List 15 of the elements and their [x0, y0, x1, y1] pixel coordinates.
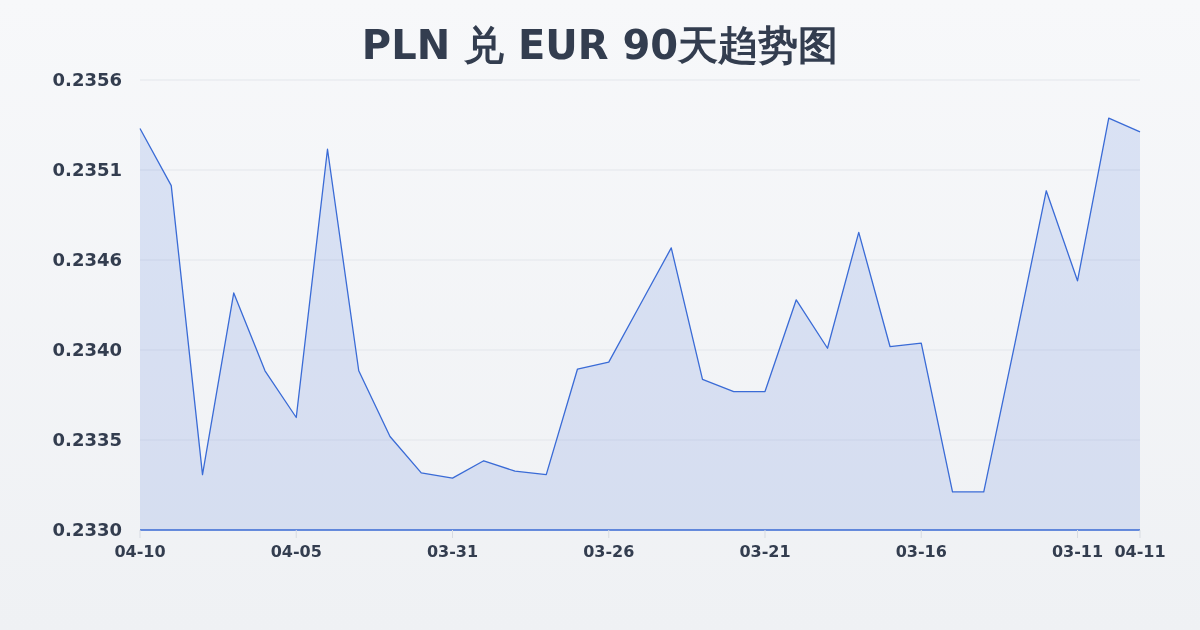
- chart-title: PLN 兑 EUR 90天趋势图: [361, 22, 839, 68]
- y-tick-label: 0.2340: [52, 339, 122, 361]
- y-tick-label: 0.2330: [52, 519, 122, 541]
- x-tick-label: 03-16: [895, 542, 947, 562]
- y-tick-label: 0.2356: [52, 69, 122, 91]
- x-tick-label: 03-26: [583, 542, 635, 562]
- x-tick-label: 03-21: [739, 542, 791, 562]
- y-tick-label: 0.2351: [52, 159, 122, 181]
- y-tick-label: 0.2346: [52, 249, 122, 271]
- x-tick-label: 04-10: [114, 542, 166, 562]
- x-tick-label: 03-31: [426, 542, 479, 562]
- y-tick-label: 0.2335: [52, 429, 122, 451]
- x-tick-label: 04-11: [1114, 542, 1166, 562]
- x-tick-label: 04-05: [270, 542, 322, 562]
- x-tick-label: 03-11: [1051, 542, 1104, 562]
